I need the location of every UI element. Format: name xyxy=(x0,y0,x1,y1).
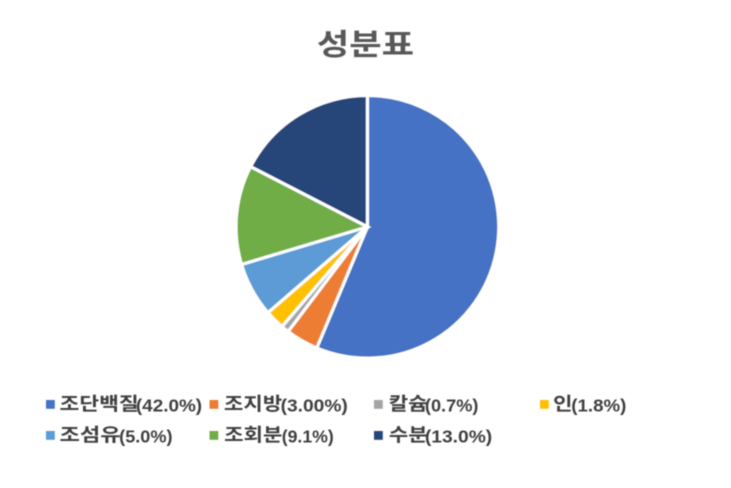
svg-text:(0.7%): (0.7%) xyxy=(425,395,479,415)
svg-text:(5.0%): (5.0%) xyxy=(119,426,172,446)
svg-text:(9.1%): (9.1%) xyxy=(282,426,334,446)
svg-text:(1.8%): (1.8%) xyxy=(571,395,626,415)
svg-text:(13.0%): (13.0%) xyxy=(425,426,492,446)
svg-text:(42.0%): (42.0%) xyxy=(136,395,202,415)
svg-text:(3.00%): (3.00%) xyxy=(281,395,348,415)
